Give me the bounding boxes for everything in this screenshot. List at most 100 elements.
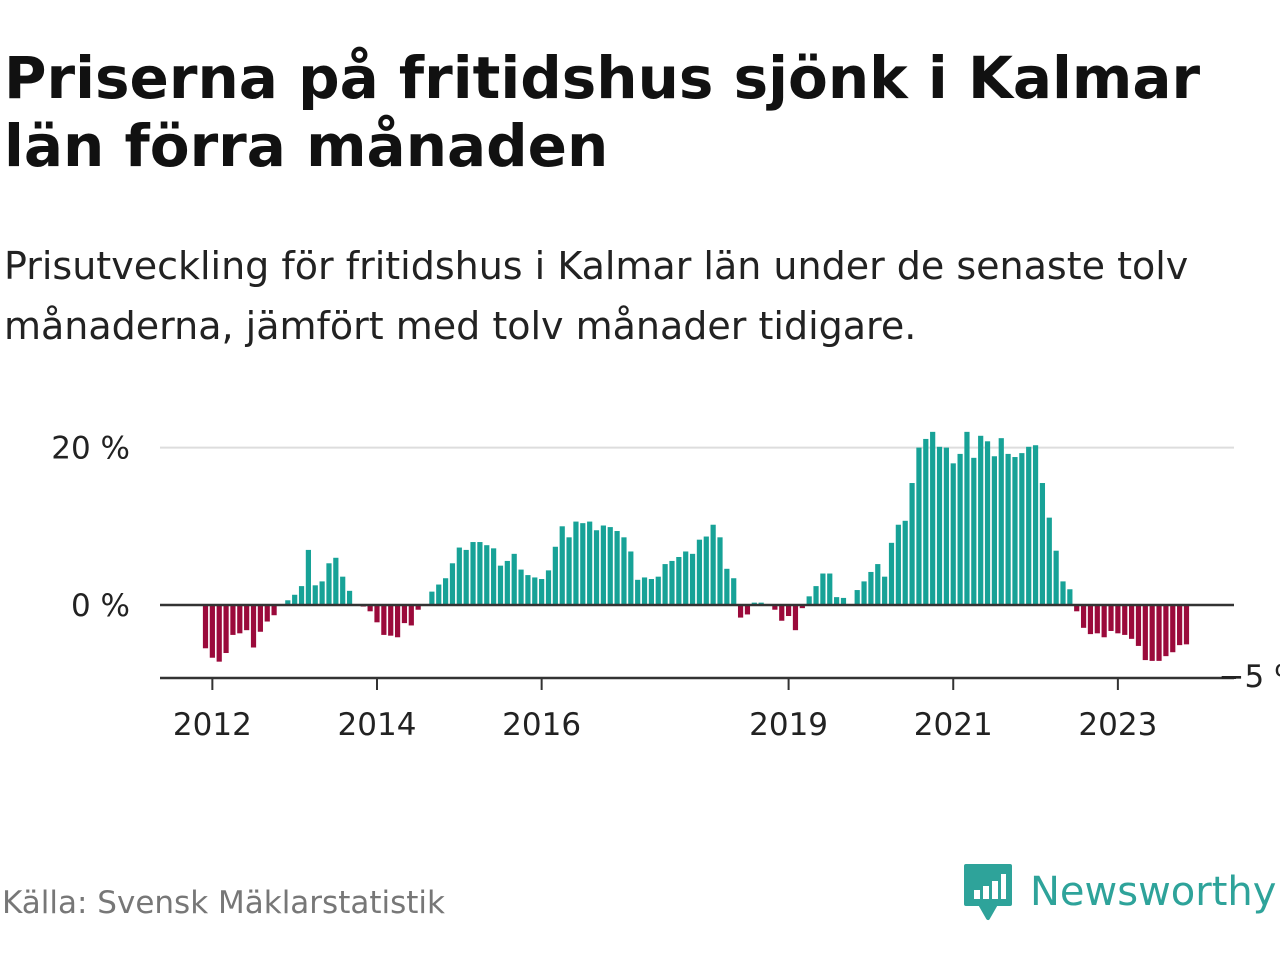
bar xyxy=(1094,605,1100,634)
bar xyxy=(786,605,792,617)
x-tick-label: 2019 xyxy=(749,707,828,743)
bar xyxy=(271,605,277,616)
bar xyxy=(628,551,634,605)
bar xyxy=(840,597,847,605)
bar xyxy=(827,573,833,605)
bar xyxy=(223,605,229,654)
bar xyxy=(888,542,895,605)
bar xyxy=(1122,605,1128,635)
brand-name: Newsworthy xyxy=(1030,869,1277,915)
bar xyxy=(449,563,456,605)
bar xyxy=(573,521,579,605)
bar xyxy=(1046,517,1052,605)
bar xyxy=(854,590,860,605)
x-tick-label: 2012 xyxy=(173,707,252,743)
bar xyxy=(875,564,881,605)
bar xyxy=(552,546,558,605)
bar xyxy=(950,463,956,605)
bar xyxy=(943,447,949,605)
bar xyxy=(298,586,305,605)
bar xyxy=(902,520,908,605)
bar xyxy=(408,605,414,626)
bar xyxy=(731,578,737,605)
bar xyxy=(1067,589,1073,605)
bar xyxy=(319,581,325,605)
bar xyxy=(285,600,291,605)
bar xyxy=(1156,605,1162,661)
bar xyxy=(456,547,462,605)
bar xyxy=(799,605,805,609)
bar xyxy=(593,530,600,605)
bar xyxy=(292,594,298,605)
bar xyxy=(1115,605,1121,634)
bar xyxy=(813,586,819,605)
bar xyxy=(250,605,257,648)
source-note: Källa: Svensk Mäklarstatistik xyxy=(2,885,445,921)
y-tick-label: 20 % xyxy=(51,431,130,467)
bar xyxy=(1149,605,1155,661)
bar xyxy=(737,605,744,618)
bar xyxy=(580,523,586,605)
bar xyxy=(998,438,1004,605)
bar xyxy=(861,581,867,605)
bar xyxy=(957,453,963,605)
bar xyxy=(326,563,332,605)
bar xyxy=(429,591,435,605)
bar xyxy=(1129,605,1135,639)
chart-title: Priserna på fritidshus sjönk i Kalmar lä… xyxy=(4,44,1201,180)
bar xyxy=(648,579,654,605)
bar xyxy=(209,605,215,658)
bar xyxy=(388,605,394,636)
bar xyxy=(305,549,311,605)
bar xyxy=(1019,453,1025,605)
bar xyxy=(264,605,270,622)
bar xyxy=(230,605,236,635)
bar xyxy=(504,560,510,605)
bar xyxy=(779,605,785,621)
x-tick-label: 2014 xyxy=(338,707,417,743)
last-value-label: −5 % xyxy=(1218,659,1280,695)
bar xyxy=(401,605,408,624)
bar xyxy=(394,605,401,638)
bar xyxy=(566,537,572,605)
bar xyxy=(744,605,751,615)
x-tick-label: 2023 xyxy=(1078,707,1157,743)
bar xyxy=(1032,445,1039,605)
bar xyxy=(216,605,222,662)
bar xyxy=(381,605,387,635)
bar xyxy=(518,569,524,605)
bar xyxy=(340,576,346,605)
bar xyxy=(367,605,373,612)
bar xyxy=(1177,605,1183,646)
bar xyxy=(930,431,936,605)
bar xyxy=(655,576,661,605)
bar xyxy=(689,553,696,605)
bar xyxy=(1163,605,1169,657)
bar xyxy=(587,521,593,605)
bar xyxy=(545,570,552,605)
bar xyxy=(614,531,620,605)
bar xyxy=(532,577,538,605)
bar xyxy=(525,575,531,605)
bar xyxy=(237,605,243,634)
bar xyxy=(916,447,922,605)
bar xyxy=(436,584,442,605)
x-tick-label: 2021 xyxy=(914,707,993,743)
y-tick-label: 0 % xyxy=(71,588,130,624)
bar xyxy=(463,549,469,605)
bar xyxy=(683,551,689,605)
bar xyxy=(607,527,613,605)
bar xyxy=(806,596,812,605)
bar xyxy=(696,539,703,605)
bar xyxy=(724,568,730,605)
bar xyxy=(984,441,991,605)
chart-subtitle: Prisutveckling för fritidshus i Kalmar l… xyxy=(4,244,1189,348)
bar xyxy=(923,438,929,605)
bar xyxy=(710,524,716,605)
bar xyxy=(936,446,943,605)
bar xyxy=(1012,457,1018,605)
bar xyxy=(662,564,668,605)
bar xyxy=(312,585,318,605)
bar xyxy=(1053,550,1059,605)
bar xyxy=(244,605,250,631)
